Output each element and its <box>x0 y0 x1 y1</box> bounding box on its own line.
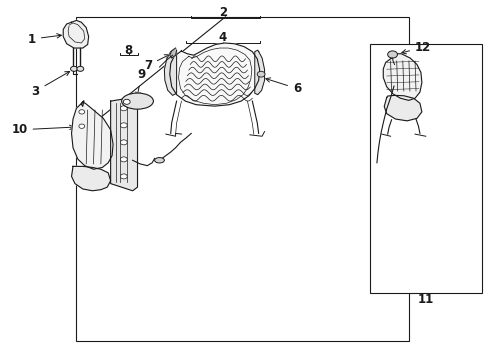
Text: 3: 3 <box>32 72 70 98</box>
Text: 6: 6 <box>266 78 301 95</box>
Polygon shape <box>111 98 138 191</box>
Text: 5: 5 <box>171 55 180 68</box>
Text: 10: 10 <box>11 123 74 136</box>
Polygon shape <box>384 95 422 121</box>
Circle shape <box>121 106 127 111</box>
Polygon shape <box>72 166 111 191</box>
Text: 7: 7 <box>144 55 169 72</box>
Circle shape <box>121 123 127 128</box>
Text: 2: 2 <box>219 6 227 19</box>
Text: 1: 1 <box>28 32 61 46</box>
Polygon shape <box>164 50 176 95</box>
Text: 12: 12 <box>402 41 431 54</box>
Text: 8: 8 <box>124 44 133 57</box>
Text: 4: 4 <box>219 31 227 45</box>
Polygon shape <box>170 43 260 106</box>
Circle shape <box>79 110 85 114</box>
Polygon shape <box>383 54 422 100</box>
Circle shape <box>79 124 85 129</box>
Polygon shape <box>72 101 113 169</box>
Bar <box>76 17 409 341</box>
Circle shape <box>77 66 84 71</box>
Bar <box>369 44 482 293</box>
Text: 9: 9 <box>136 68 146 96</box>
Text: 11: 11 <box>417 293 434 306</box>
Polygon shape <box>63 21 89 48</box>
Ellipse shape <box>155 158 164 163</box>
Polygon shape <box>170 48 176 58</box>
Circle shape <box>71 66 77 71</box>
Circle shape <box>388 51 397 58</box>
Circle shape <box>123 99 130 104</box>
Circle shape <box>121 157 127 162</box>
Circle shape <box>121 140 127 145</box>
Polygon shape <box>255 50 265 95</box>
Circle shape <box>257 71 265 77</box>
Circle shape <box>121 174 127 179</box>
Ellipse shape <box>122 93 153 109</box>
